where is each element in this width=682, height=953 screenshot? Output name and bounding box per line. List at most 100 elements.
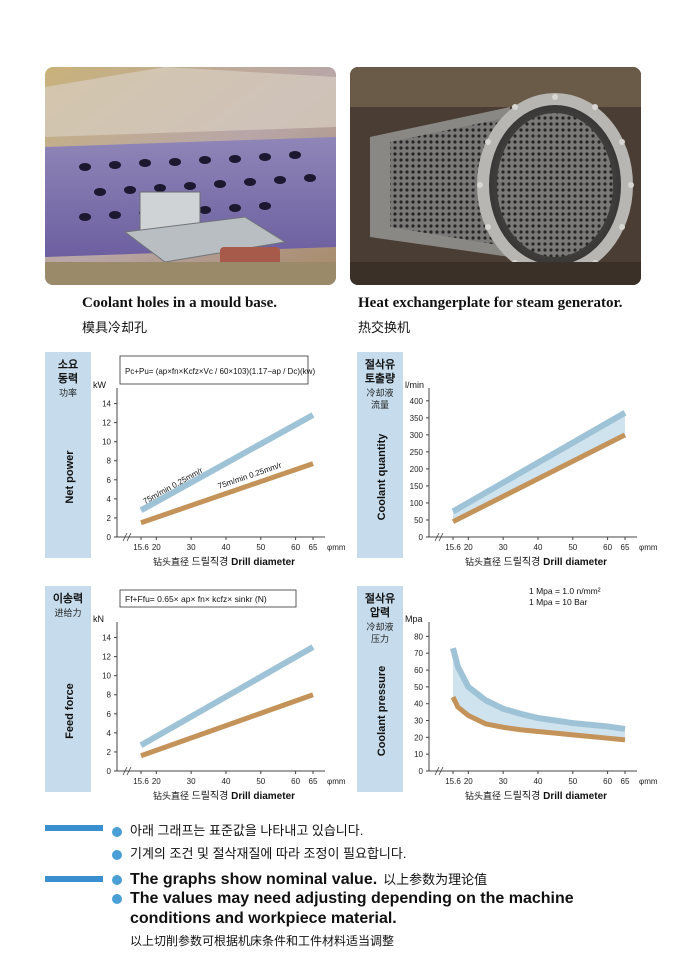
coolant-quantity-chart: 절삭유 토출량 冷却液 流量 Coolant quantity l/min 0 50 100 15…: [357, 352, 663, 568]
y-tick-label: 50: [414, 683, 423, 692]
x-tick-label: 60: [603, 543, 612, 552]
series-line-1: [140, 692, 314, 759]
accent-bar: [45, 876, 103, 882]
x-tick-label: 50: [256, 543, 265, 552]
y-tick-label: 10: [102, 672, 111, 681]
x-unit: φmm: [639, 777, 658, 786]
x-tick-label: 20: [464, 777, 473, 786]
y-tick-label: 2: [107, 748, 112, 757]
x-tick-label: 60: [291, 777, 300, 786]
y-axis-label: Coolant pressure: [376, 666, 388, 756]
y-tick-label: 0: [107, 767, 112, 776]
x-tick-label: 20: [152, 543, 161, 552]
heat-exchanger-caption-cn: 热交换机: [358, 320, 411, 335]
note-en-1-text: The graphs show nominal value.: [130, 871, 378, 888]
label-kr: 압력: [370, 606, 390, 619]
x-tick-label: 40: [534, 777, 543, 786]
label-band: [357, 586, 403, 792]
note-en-2: The values may need adjusting depending …: [112, 890, 574, 908]
label-cn: 冷却液: [366, 387, 393, 398]
mould-caption-en: Coolant holes in a mould base.: [82, 295, 278, 311]
note-en-1: The graphs show nominal value. 以上参数为理论值: [112, 869, 487, 889]
x-axis-label: 钻头直径 드릴직경 Drill diameter: [465, 789, 607, 802]
axis-break: [122, 766, 132, 776]
x-tick-label: 15.6: [445, 777, 461, 786]
label-kr: 이송력: [53, 591, 83, 605]
range-area: [453, 648, 625, 740]
formula-text: Ff+Ffu= 0.65× ap× fn× kcfz× sinkr (N): [125, 594, 267, 604]
x-tick-label: 65: [621, 543, 630, 552]
x-axis-label: 钻头直径 드릴직경 Drill diameter: [153, 555, 295, 568]
y-axis-label: Feed force: [64, 683, 76, 739]
x-unit: φmm: [639, 543, 658, 552]
note-en-2-text: The values may need adjusting depending …: [130, 890, 574, 907]
y-tick-label: 50: [414, 516, 423, 525]
y-tick-label: 40: [414, 700, 423, 709]
note-en-2b-text: conditions and workpiece material.: [130, 910, 397, 927]
x-unit: φmm: [327, 543, 346, 552]
label-kr: 동력: [58, 372, 78, 385]
mould-base-photo: [45, 67, 336, 285]
label-band: [45, 352, 91, 558]
y-tick-label: 0: [419, 533, 424, 542]
x-tick-label: 30: [499, 777, 508, 786]
y-tick-label: 60: [414, 666, 423, 675]
label-band: [45, 586, 91, 792]
y-tick-label: 20: [414, 733, 423, 742]
y-tick-label: 300: [410, 431, 424, 440]
x-tick-label: 65: [621, 777, 630, 786]
y-tick-label: 30: [414, 717, 423, 726]
label-band: [357, 352, 403, 558]
bullet-icon: [112, 826, 122, 837]
y-tick-label: 70: [414, 649, 423, 658]
y-tick-label: 10: [414, 750, 423, 759]
y-axis-label: Coolant quantity: [376, 433, 388, 521]
y-unit: kN: [93, 614, 104, 624]
heat-exchanger-caption-en: Heat exchangerplate for steam generator.: [358, 295, 623, 311]
label-kr: 절삭유: [365, 591, 395, 605]
x-tick-label: 40: [222, 543, 231, 552]
axis-break: [434, 766, 444, 776]
label-kr: 절삭유: [365, 357, 395, 371]
y-tick-label: 200: [410, 465, 424, 474]
x-tick-label: 50: [256, 777, 265, 786]
axis-break: [434, 532, 444, 542]
y-tick-label: 0: [419, 767, 424, 776]
series-line-0: [450, 647, 626, 732]
note-kr-1-text: 아래 그래프는 표준값을 나타내고 있습니다.: [130, 823, 364, 838]
x-tick-label: 65: [309, 543, 318, 552]
series-line-1: [450, 695, 626, 743]
y-tick-label: 350: [410, 414, 424, 423]
label-cn: 流量: [371, 399, 389, 410]
x-unit: φmm: [327, 777, 346, 786]
note-kr-2: 기계의 조건 및 절삭재질에 따라 조정이 필요합니다.: [112, 843, 406, 862]
y-tick-label: 14: [102, 634, 111, 643]
annotation: 1 Mpa = 1.0 n/mm²: [529, 586, 601, 596]
x-tick-label: 50: [568, 777, 577, 786]
y-tick-label: 6: [107, 710, 112, 719]
axis-break: [122, 532, 132, 542]
y-tick-label: 2: [107, 514, 112, 523]
x-axis-label: 钻头直径 드릴직경 Drill diameter: [465, 555, 607, 568]
note-cn-2: 以上切削参数可根据机床条件和工件材料适当调整: [130, 934, 395, 948]
heat-exchanger-photo: [350, 67, 641, 285]
y-tick-label: 80: [414, 632, 423, 641]
label-cn: 冷却液: [366, 621, 393, 632]
note-cn-1-text: 以上参数为理论值: [383, 872, 488, 887]
series-line-1: [140, 461, 314, 526]
y-tick-label: 8: [107, 457, 112, 466]
mould-caption-cn: 模具冷却孔: [82, 320, 148, 335]
x-tick-label: 40: [534, 543, 543, 552]
y-tick-label: 8: [107, 691, 112, 700]
y-tick-label: 12: [102, 419, 111, 428]
x-tick-label: 65: [309, 777, 318, 786]
series-label: 75m/min 0.25mm/r: [142, 466, 205, 506]
annotation: 1 Mpa = 10 Bar: [529, 597, 588, 607]
y-axis-label: Net power: [64, 450, 76, 504]
x-tick-label: 60: [603, 777, 612, 786]
formula-text: Pc+Pu= (ap×fn×Kcfz×Vc / 60×103)(1.17−ap …: [125, 367, 315, 376]
y-tick-label: 10: [102, 438, 111, 447]
x-tick-label: 60: [291, 543, 300, 552]
label-kr: 토출량: [365, 371, 395, 385]
series-line-1: [451, 432, 627, 524]
